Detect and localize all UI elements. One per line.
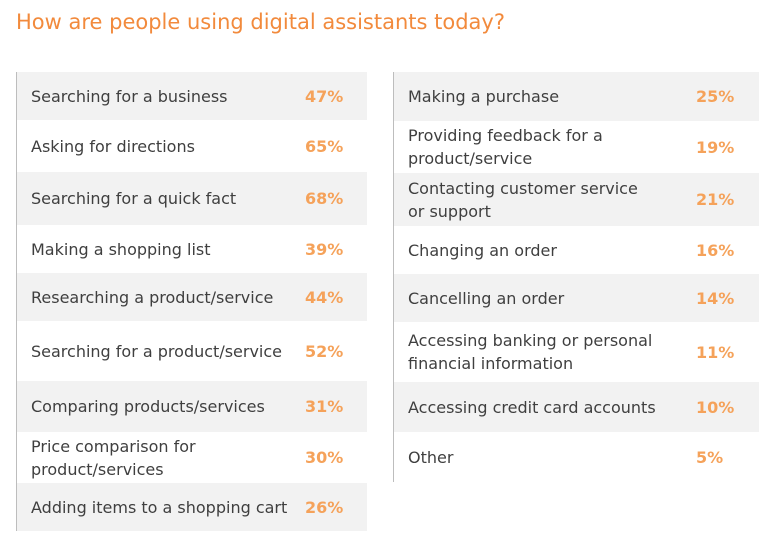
table-row: Searching for a business 47% — [17, 72, 367, 120]
table-row: Comparing products/services 31% — [17, 381, 367, 432]
row-value: 39% — [305, 239, 344, 259]
table-row: Making a shopping list 39% — [17, 225, 367, 273]
row-value: 11% — [696, 342, 735, 362]
row-value: 52% — [305, 341, 344, 361]
row-value: 5% — [696, 447, 724, 467]
row-label: Searching for a business — [31, 86, 228, 106]
table-row: Accessing banking or personal financial … — [394, 322, 759, 382]
row-label: Asking for directions — [31, 136, 195, 156]
row-label: Price comparison for product/services — [31, 436, 196, 479]
right-column: Making a purchase 25% Providing feedback f… — [393, 72, 759, 482]
row-label: Researching a product/service — [31, 287, 274, 307]
row-label: Providing feedback for a product/service — [408, 126, 603, 168]
table-row: Other 5% — [394, 432, 759, 482]
left-column: Searching for a business 47% Asking for di… — [16, 72, 367, 531]
table-row: Providing feedback for a product/service… — [394, 121, 759, 173]
table-row: Adding items to a shopping cart 26% — [17, 483, 367, 531]
table-row: Researching a product/service 44% — [17, 273, 367, 321]
row-label: Accessing banking or personal financial … — [408, 331, 653, 373]
row-value: 65% — [305, 136, 344, 156]
table-row: Making a purchase 25% — [394, 72, 759, 121]
row-label: Adding items to a shopping cart — [31, 497, 288, 517]
row-value: 21% — [696, 190, 735, 209]
row-value: 44% — [305, 287, 344, 307]
table-row: Accessing credit card accounts 10% — [394, 382, 759, 432]
row-value: 31% — [305, 397, 344, 416]
row-value: 25% — [696, 87, 735, 106]
row-value: 30% — [305, 448, 344, 467]
row-label: Making a purchase — [408, 87, 560, 106]
table-row: Contacting customer service or support 21… — [394, 173, 759, 226]
row-label: Making a shopping list — [31, 239, 211, 259]
row-label: Searching for a quick fact — [31, 189, 237, 208]
row-label: Contacting customer service or support — [408, 178, 638, 221]
row-label: Changing an order — [408, 240, 557, 260]
row-value: 16% — [696, 240, 735, 260]
table-row: Price comparison for product/services 30% — [17, 432, 367, 483]
row-value: 26% — [305, 497, 344, 517]
table-row: Searching for a quick fact 68% — [17, 172, 367, 225]
table-row: Cancelling an order 14% — [394, 274, 759, 322]
row-value: 19% — [696, 137, 735, 157]
row-label: Accessing credit card accounts — [408, 397, 656, 417]
row-label: Cancelling an order — [408, 288, 565, 308]
table-row: Asking for directions 65% — [17, 120, 367, 172]
row-value: 47% — [305, 86, 344, 106]
row-label: Comparing products/services — [31, 397, 265, 416]
row-value: 68% — [305, 189, 344, 208]
row-label: Other — [408, 447, 454, 467]
table-row: Changing an order 16% — [394, 226, 759, 274]
title: How are people using digital assistants … — [16, 10, 505, 34]
row-value: 10% — [696, 397, 735, 417]
row-value: 14% — [696, 288, 735, 308]
row-label: Searching for a product/service — [31, 341, 283, 361]
table-row: Searching for a product/service 52% — [17, 321, 367, 381]
